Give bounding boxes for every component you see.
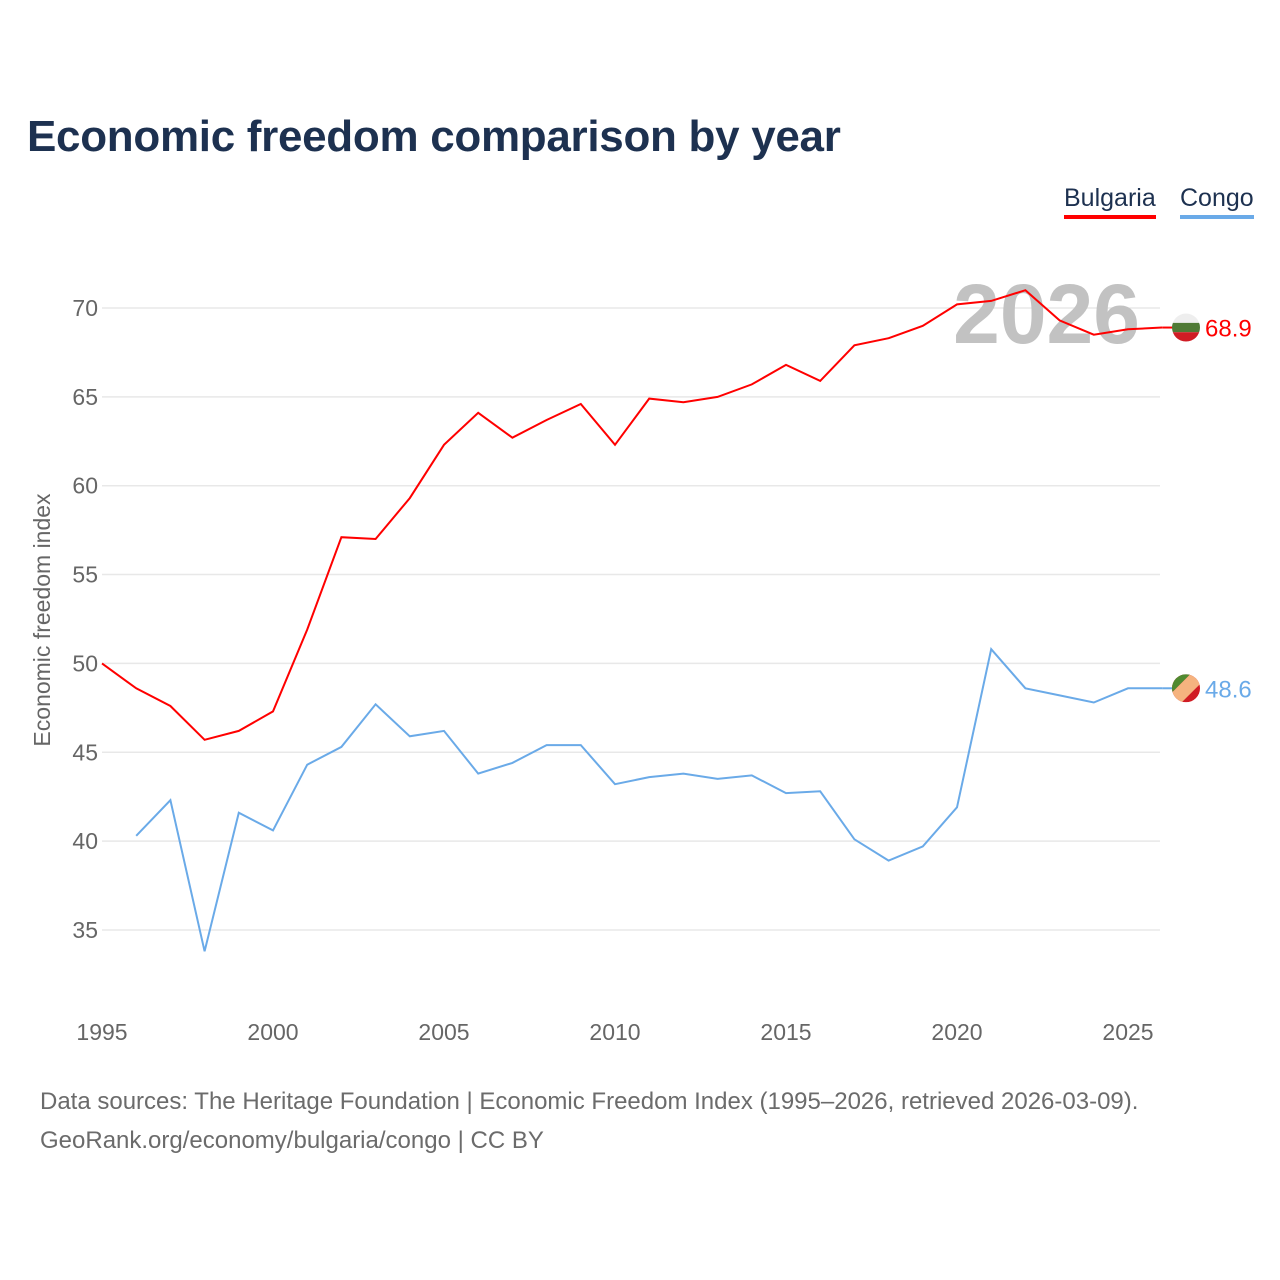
x-tick-label: 1995 [76,1019,127,1045]
year-watermark: 2026 [953,267,1140,361]
y-tick-label: 35 [72,917,98,943]
y-axis-label: Economic freedom index [29,493,55,747]
y-tick-label: 40 [72,828,98,854]
x-tick-label: 2010 [589,1019,640,1045]
y-tick-label: 70 [72,295,98,321]
x-tick-label: 2005 [418,1019,469,1045]
footer-source: Data sources: The Heritage Foundation | … [40,1088,1139,1115]
y-tick-label: 65 [72,384,98,410]
series-line-congo [135,647,1163,952]
end-value-label-congo: 48.6 [1205,676,1252,703]
x-tick-label: 2025 [1102,1019,1153,1045]
congo-flag-icon [1172,674,1200,703]
bulgaria-flag-icon [1172,313,1200,342]
x-tick-label: 2020 [931,1019,982,1045]
x-tick-label: 2015 [760,1019,811,1045]
y-tick-label: 45 [72,739,98,765]
x-tick-label: 2000 [247,1019,298,1045]
y-tick-label: 50 [72,650,98,676]
y-tick-label: 60 [72,473,98,499]
footer-attribution: GeoRank.org/economy/bulgaria/congo | CC … [40,1127,544,1154]
y-tick-label: 55 [72,562,98,588]
series-line-bulgaria [101,289,1163,741]
legend-item-bulgaria[interactable]: Bulgaria [1064,184,1156,219]
end-value-label-bulgaria: 68.9 [1205,316,1252,343]
chart-title: Economic freedom comparison by year [27,112,841,161]
legend-item-congo[interactable]: Congo [1180,184,1254,219]
